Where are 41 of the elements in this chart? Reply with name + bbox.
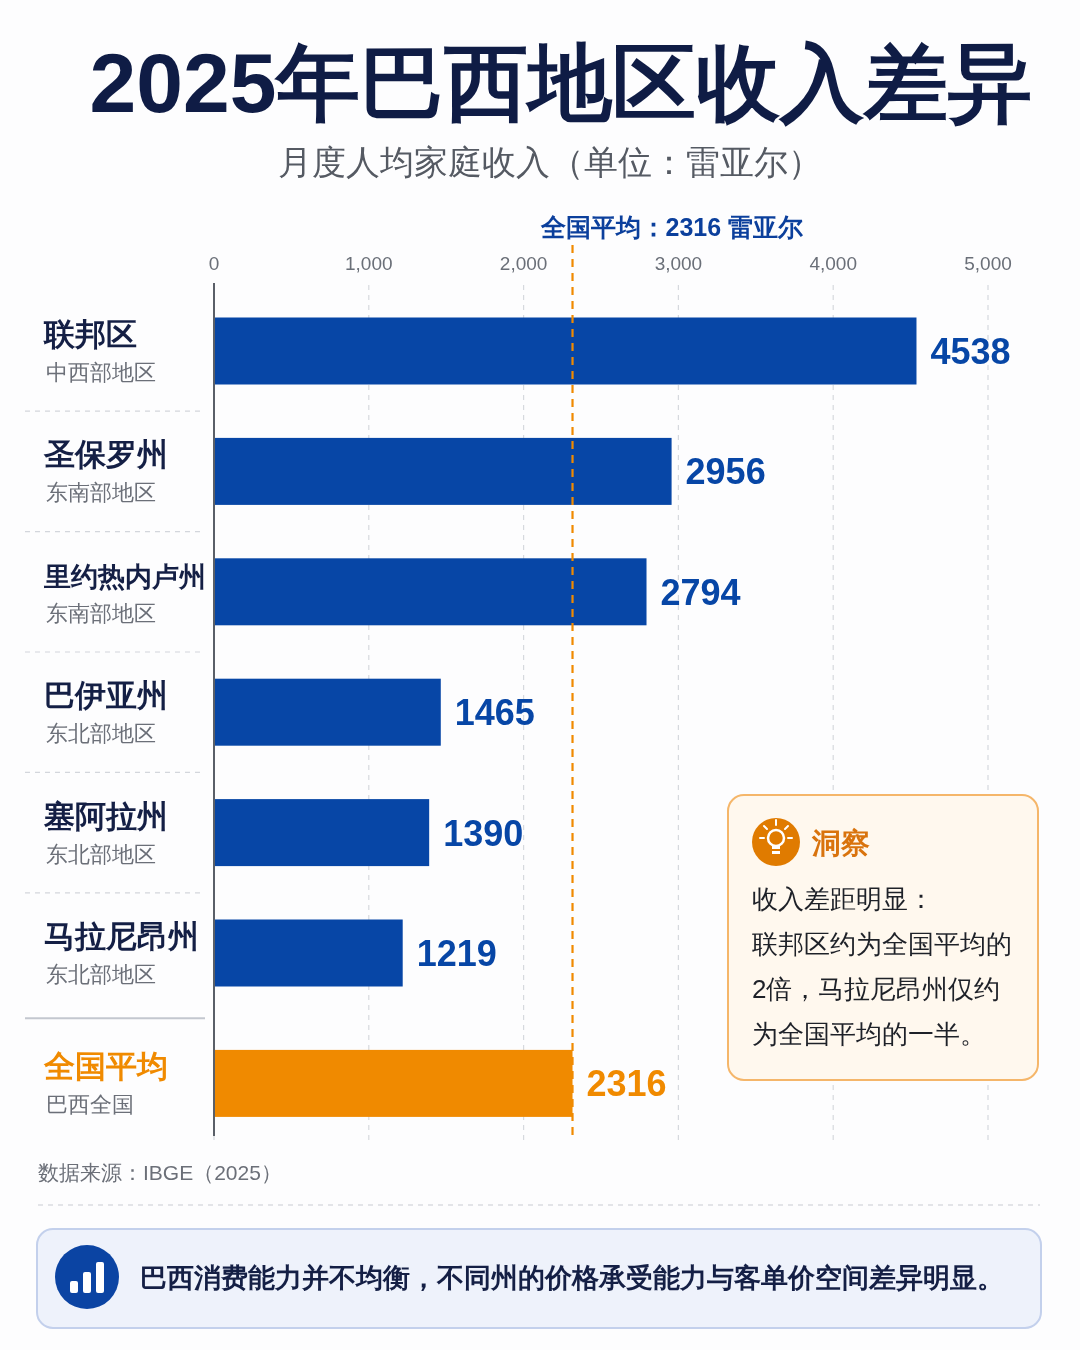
x-tick-label: 2,000	[499, 253, 548, 274]
y-tick-label: 巴伊亚州	[44, 678, 168, 714]
data-label: 2794	[660, 571, 741, 613]
x-tick-label: 1,000	[345, 253, 393, 274]
source-note: 数据来源：IBGE（2025）	[38, 1161, 282, 1184]
bar	[214, 317, 917, 385]
y-tick-label: 塞阿拉州	[43, 798, 168, 834]
text: 东北部地区	[46, 962, 156, 987]
x-tick-label: 4,000	[809, 253, 857, 274]
bar	[214, 437, 672, 505]
data-label: 1219	[416, 933, 497, 974]
data-label: 2956	[685, 451, 766, 493]
x-tick-label: 0	[208, 253, 220, 274]
text: 巴西消费能力并不均衡，不同州的价格承受能力与客单价空间差异明显。	[140, 1263, 1004, 1293]
data-label: 1465	[454, 692, 535, 734]
chart-title: 2025年巴西地区收入差异	[89, 36, 1033, 130]
y-tick-label: 圣保罗州	[43, 437, 168, 473]
ref-line-label: 全国平均：2316 雷亚尔	[539, 213, 805, 241]
text: 东北部地区	[46, 841, 156, 867]
text: 东北部地区	[46, 721, 156, 747]
x-tick-label: 3,000	[654, 253, 703, 274]
x-tick-label: 5,000	[964, 253, 1012, 274]
bar	[214, 799, 430, 867]
chart-subtitle: 月度人均家庭收入（单位：雷亚尔）	[278, 143, 822, 181]
annotation: 联邦区约为全国平均的2倍，马拉尼昂州仅约为全国平均的一半。	[752, 929, 1012, 1049]
y-tick-label: 里约热内卢州	[43, 561, 206, 592]
bar	[214, 558, 647, 626]
y-tick-label: 全国平均	[43, 1049, 168, 1085]
bar	[214, 919, 403, 987]
annotation: 收入差距明显：	[752, 884, 934, 914]
data-label: 4538	[930, 331, 1011, 372]
data-label: 2316	[586, 1063, 667, 1105]
y-tick-label: 联邦区	[43, 317, 137, 352]
annotation: 洞察	[811, 827, 870, 859]
y-tick-label: 马拉尼昂州	[44, 919, 199, 954]
bar	[214, 678, 441, 746]
text: 东南部地区	[46, 480, 156, 506]
data-label: 1390	[443, 812, 524, 854]
text: 巴西全国	[46, 1092, 134, 1118]
text: 东南部地区	[46, 600, 156, 626]
text: 中西部地区	[46, 360, 156, 385]
